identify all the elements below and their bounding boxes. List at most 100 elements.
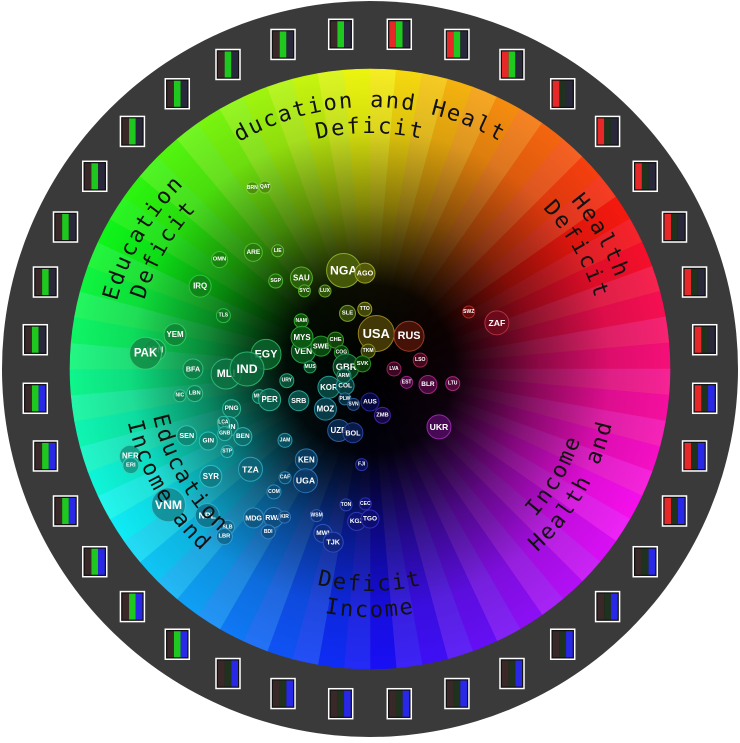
bubble-gin[interactable]: GIN: [198, 431, 218, 451]
bubble-tgo[interactable]: TGO: [360, 509, 380, 529]
bubble-label: UZB: [331, 426, 348, 435]
bubble-wsm[interactable]: WSM: [310, 509, 324, 523]
bubble-tto[interactable]: TTO: [357, 301, 373, 317]
bubble-jam[interactable]: JAM: [277, 432, 293, 448]
bubble-circle: [339, 498, 353, 512]
bubble-svn[interactable]: SVN: [347, 397, 361, 411]
bubble-mdg[interactable]: MDG: [243, 507, 265, 529]
bubble-moz[interactable]: MOZ: [313, 397, 337, 421]
bubble-sen[interactable]: SEN: [176, 425, 198, 447]
ring-swatch: [164, 628, 191, 660]
bubble-caf[interactable]: CAF: [278, 471, 292, 485]
bubble-are[interactable]: ARE: [243, 242, 263, 262]
bubble-label: CAF: [280, 475, 290, 481]
bubble-lux[interactable]: LUX: [318, 284, 332, 298]
bubble-ton[interactable]: TON: [339, 498, 353, 512]
bubble-zmb[interactable]: ZMB: [373, 406, 391, 424]
bubble-stp[interactable]: STP: [220, 445, 234, 458]
bubble-sle[interactable]: SLE: [339, 304, 357, 322]
bubble-label: MUS: [304, 364, 316, 370]
bubble-nga[interactable]: NGA: [326, 252, 362, 288]
bubble-ukr[interactable]: UKR: [426, 414, 452, 440]
bubble-label: LBN: [189, 391, 201, 397]
bubble-syc[interactable]: SYC: [297, 284, 311, 298]
bubble-uga[interactable]: UGA: [293, 468, 318, 494]
bubble-svk[interactable]: SVK: [354, 355, 372, 373]
swatch-bar: [708, 326, 715, 353]
bubble-tls[interactable]: TLS: [215, 308, 231, 324]
bubble-label: NIC: [176, 393, 185, 399]
bubble-lbr[interactable]: LBR: [215, 528, 233, 546]
ring-swatch: [52, 211, 79, 243]
bubble-lso[interactable]: LSO: [412, 352, 428, 368]
bubble-fji[interactable]: FJI: [355, 458, 369, 472]
bubble-mys[interactable]: MYS: [290, 325, 314, 349]
swatch-bar: [684, 269, 692, 296]
bubble-label: URY: [282, 378, 293, 384]
bubble-blr[interactable]: BLR: [418, 375, 438, 395]
bubble-label: NPL: [199, 511, 216, 521]
bubble-mus[interactable]: MUS: [303, 360, 317, 374]
bubble-sgp[interactable]: SGP: [268, 273, 284, 289]
ring-swatch: [691, 323, 718, 356]
swatch-bar: [389, 21, 396, 48]
bubble-nic[interactable]: NIC: [173, 389, 187, 403]
bubble-label: GIN: [203, 437, 215, 444]
bubble-bfa[interactable]: BFA: [182, 358, 204, 380]
bubble-srb[interactable]: SRB: [288, 390, 310, 412]
bubble-lie[interactable]: LIE: [271, 244, 285, 258]
swatch-bar: [25, 326, 32, 353]
bubble-ind[interactable]: IND: [229, 351, 265, 387]
bubble-brn[interactable]: BRN: [245, 181, 259, 195]
bubble-cec[interactable]: CEC: [358, 497, 372, 511]
swatch-bar: [344, 690, 351, 717]
ring-swatch: [691, 382, 718, 415]
bubble-pak[interactable]: PAK: [129, 336, 163, 370]
swatch-bar: [664, 497, 672, 524]
bubble-aus[interactable]: AUS: [360, 392, 380, 412]
bubble-ken[interactable]: KEN: [294, 448, 318, 472]
bubble-circle: [129, 336, 163, 370]
bubble-yem[interactable]: YEM: [163, 323, 187, 347]
bubble-swe[interactable]: SWE: [310, 335, 332, 357]
bubble-label: MYS: [293, 333, 310, 342]
bubble-zaf[interactable]: ZAF: [484, 310, 510, 336]
bubble-png[interactable]: PNG: [222, 399, 242, 419]
bubble-npl[interactable]: NPL: [194, 503, 220, 529]
bubble-omn[interactable]: OMN: [211, 251, 229, 269]
ring-swatch: [22, 323, 49, 356]
swatch-bar: [98, 548, 105, 575]
bubble-swz[interactable]: SWZ: [462, 305, 476, 319]
bubble-com[interactable]: COM: [266, 484, 282, 500]
bubble-syr[interactable]: SYR: [199, 464, 223, 488]
bubble-ury[interactable]: URY: [279, 373, 295, 389]
bubble-nam[interactable]: NAM: [293, 313, 309, 329]
bubble-usa[interactable]: USA: [357, 315, 395, 353]
bubble-est[interactable]: EST: [400, 375, 414, 389]
bubble-circle: [355, 458, 369, 472]
bubble-lva[interactable]: LVA: [386, 361, 402, 377]
bubble-ago[interactable]: AGO: [354, 262, 376, 284]
swatch-bar: [559, 631, 567, 658]
bubble-gnb[interactable]: GNB: [217, 426, 233, 442]
bubble-circle: [186, 385, 204, 403]
bubble-per[interactable]: PER: [258, 388, 282, 412]
bubble-tjk[interactable]: TJK: [322, 531, 344, 553]
bubble-che[interactable]: CHE: [327, 331, 345, 349]
bubble-irq[interactable]: IRQ: [188, 274, 212, 298]
bubble-qat[interactable]: QAT: [258, 180, 272, 194]
swatch-bar: [677, 214, 685, 241]
bubble-arm[interactable]: ARM: [336, 368, 352, 384]
bubble-ltu[interactable]: LTU: [445, 376, 461, 392]
bubble-circle: [303, 360, 317, 374]
bubble-vnm[interactable]: VNM: [151, 487, 187, 523]
bubble-ben[interactable]: BEN: [233, 427, 253, 447]
bubble-bdi[interactable]: BDI: [260, 524, 276, 540]
bubble-tza[interactable]: TZA: [237, 456, 263, 482]
bubble-rus[interactable]: RUS: [393, 320, 425, 352]
bubble-kir[interactable]: KIR: [278, 510, 291, 524]
bubble-circle: [400, 375, 414, 389]
bubble-lbn[interactable]: LBN: [186, 385, 204, 403]
bubble-eri[interactable]: ERI: [122, 457, 140, 475]
bubble-bol[interactable]: BOL: [342, 422, 364, 444]
